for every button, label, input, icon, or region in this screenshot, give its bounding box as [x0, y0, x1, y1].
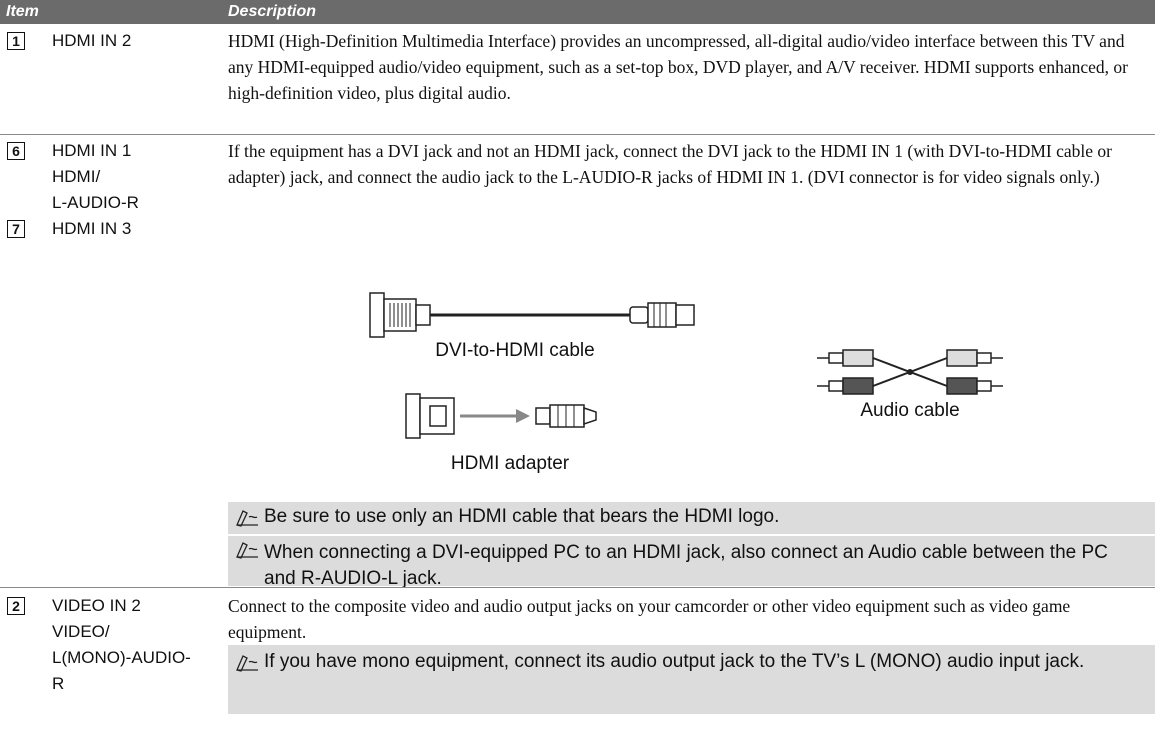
- header-item: Item: [6, 3, 39, 20]
- description: Connect to the composite video and audio…: [228, 596, 1071, 642]
- note-text: Be sure to use only an HDMI cable that b…: [264, 506, 780, 527]
- audio-cable-illustration: [817, 349, 1003, 395]
- row-separator: [0, 134, 1155, 135]
- note-box: If you have mono equipment, connect its …: [228, 645, 1155, 714]
- note: Be sure to use only an HDMI cable that b…: [228, 504, 1155, 530]
- item-number: 7: [7, 220, 25, 238]
- description: If the equipment has a DVI jack and not …: [228, 141, 1112, 187]
- description: HDMI (High-Definition Multimedia Interfa…: [228, 31, 1129, 103]
- item-number: 6: [7, 142, 25, 160]
- dvi-cable-illustration: [369, 292, 695, 338]
- item-label: R: [52, 674, 65, 693]
- item-label: VIDEO IN 2: [52, 596, 141, 615]
- figure-label: DVI-to-HDMI cable: [435, 340, 595, 361]
- hdmi-adapter-illustration: [405, 393, 597, 439]
- figure-label: HDMI adapter: [450, 453, 570, 474]
- item-label: HDMI IN 3: [52, 219, 132, 238]
- note: If you have mono equipment, connect its …: [228, 649, 1155, 675]
- item-label: L-AUDIO-R: [52, 193, 139, 212]
- note-box: Be sure to use only an HDMI cable that b…: [228, 502, 1155, 589]
- item-number: 2: [7, 597, 25, 615]
- note: When connecting a DVI-equipped PC to an …: [228, 534, 1155, 592]
- note-text: If you have mono equipment, connect its …: [264, 651, 1085, 672]
- header-description: Description: [228, 3, 317, 20]
- table-header: [0, 0, 1155, 24]
- item-label: L(MONO)-AUDIO-: [52, 648, 191, 667]
- note-icon: [236, 542, 258, 559]
- figure-label: Audio cable: [860, 400, 960, 421]
- row-separator: [0, 587, 1155, 588]
- item-label: VIDEO/: [52, 622, 110, 641]
- item-label: HDMI/: [52, 167, 101, 186]
- note-icon: [236, 510, 258, 527]
- item-label: HDMI IN 2: [52, 31, 132, 50]
- item-number: 1: [7, 32, 25, 50]
- note-text: When connecting a DVI-equipped PC to an …: [264, 542, 1108, 589]
- item-label: HDMI IN 1: [52, 141, 132, 160]
- note-icon: [236, 655, 258, 672]
